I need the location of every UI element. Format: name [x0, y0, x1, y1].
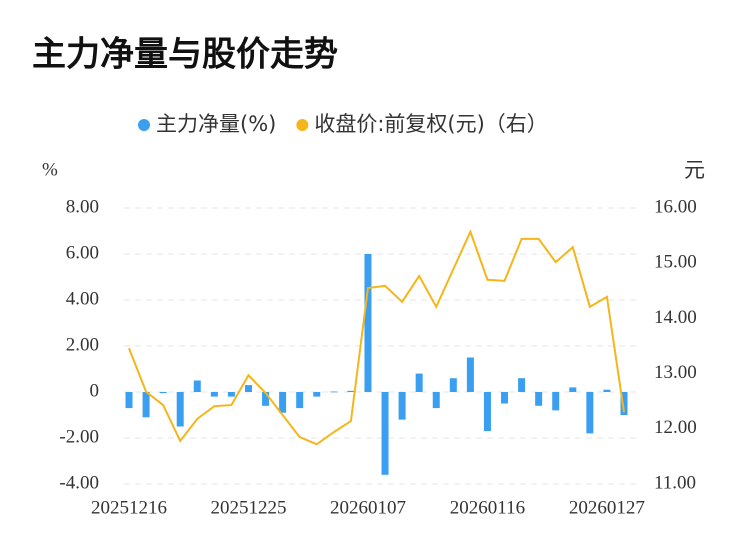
- bar: [586, 392, 594, 434]
- y2-tick-label: 12.00: [654, 417, 697, 438]
- x-tick-label: 20260107: [330, 497, 406, 518]
- y2-tick-label: 13.00: [654, 362, 697, 383]
- legend-marker: [138, 119, 150, 131]
- bar: [381, 392, 389, 475]
- bar: [244, 385, 252, 392]
- y-tick-label: -2.00: [59, 426, 99, 447]
- legend-marker: [296, 119, 309, 131]
- bar: [603, 389, 611, 392]
- bar: [330, 391, 338, 393]
- bar: [125, 392, 133, 409]
- y-tick-label: 4.00: [66, 288, 99, 309]
- legend-label: 收盘价:前复权(元)（右）: [314, 112, 547, 136]
- bar: [552, 392, 560, 411]
- bar: [142, 392, 150, 418]
- chart-title: 主力净量与股价走势: [32, 35, 338, 75]
- bar: [347, 390, 355, 392]
- y-tick-label: -4.00: [59, 472, 99, 493]
- y-tick-label: 0: [90, 380, 100, 401]
- bar: [296, 392, 304, 409]
- bar: [262, 392, 270, 406]
- y-tick-label: 2.00: [66, 334, 99, 355]
- bar: [159, 392, 167, 394]
- x-tick-label: 20251225: [210, 497, 286, 518]
- x-tick-label: 20260116: [450, 497, 525, 518]
- y-tick-label: 8.00: [66, 196, 99, 217]
- y-axis-label: %: [42, 159, 58, 180]
- bar: [313, 392, 321, 397]
- bar: [569, 387, 577, 392]
- bar: [501, 392, 509, 404]
- bar: [518, 378, 526, 392]
- bar: [193, 380, 201, 392]
- bar: [210, 392, 218, 397]
- bar: [466, 357, 474, 392]
- price-line: [128, 229, 625, 446]
- y2-tick-label: 11.00: [654, 472, 696, 493]
- y2-tick-label: 16.00: [654, 196, 697, 217]
- bar: [449, 378, 457, 392]
- bar: [279, 392, 287, 413]
- bar: [620, 392, 628, 415]
- bar: [415, 373, 423, 392]
- bar: [176, 392, 184, 427]
- legend-label: 主力净量(%): [156, 112, 276, 136]
- bar: [535, 392, 543, 406]
- x-tick-label: 20260127: [569, 497, 645, 518]
- bar: [432, 392, 440, 409]
- x-tick-label: 20251216: [91, 497, 167, 518]
- bar: [364, 254, 372, 392]
- y-tick-label: 6.00: [66, 242, 99, 263]
- bar: [227, 392, 235, 397]
- bar: [483, 392, 491, 432]
- bar: [398, 392, 406, 420]
- y2-tick-label: 14.00: [654, 307, 697, 328]
- y2-tick-label: 15.00: [654, 252, 697, 273]
- y2-axis-label: 元: [684, 158, 705, 182]
